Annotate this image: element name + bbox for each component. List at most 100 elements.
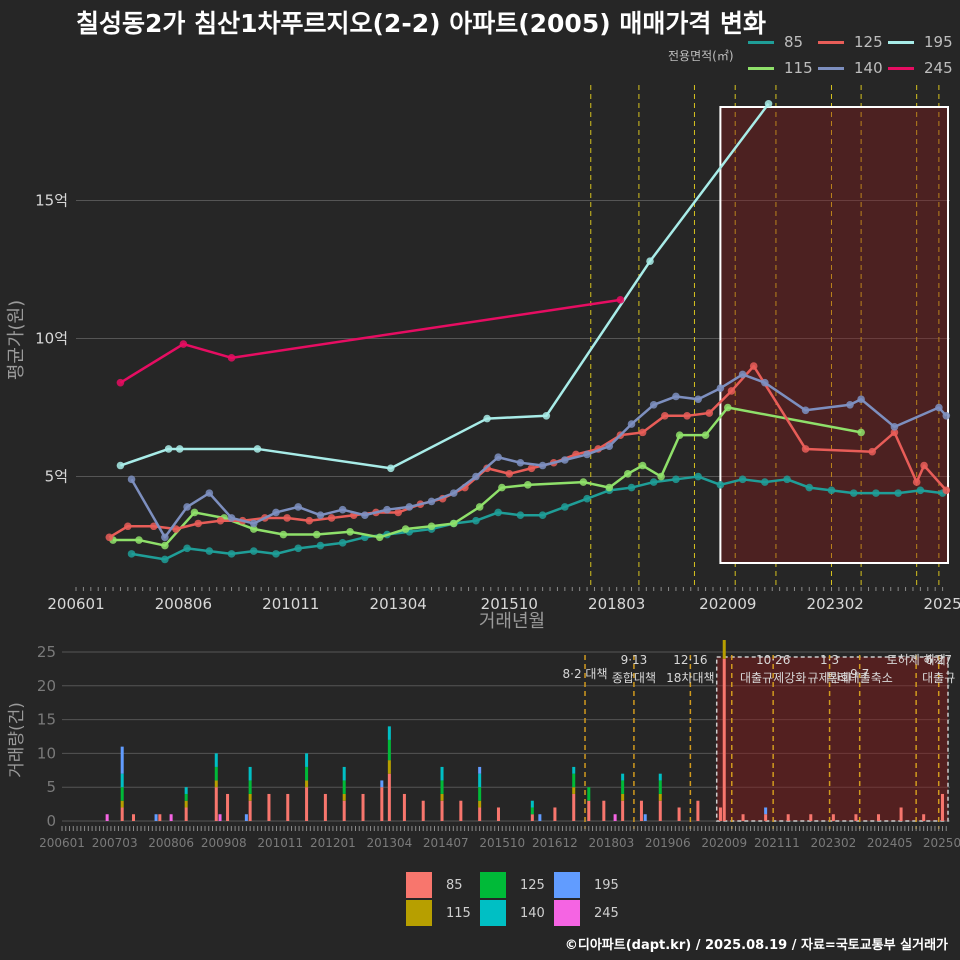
bar-segment-115 bbox=[387, 760, 391, 774]
bar-segment-85 bbox=[267, 793, 271, 821]
data-point bbox=[338, 505, 347, 514]
data-point bbox=[327, 514, 336, 522]
x-tick-label: 200601 bbox=[47, 595, 104, 613]
bar-segment-125 bbox=[120, 787, 124, 801]
bar-legend-label: 195 bbox=[594, 877, 619, 893]
data-point bbox=[472, 516, 480, 525]
data-point bbox=[516, 511, 525, 520]
data-point bbox=[161, 541, 169, 550]
bar-segment-195 bbox=[154, 814, 158, 821]
data-point bbox=[872, 489, 880, 497]
data-point bbox=[227, 550, 236, 558]
chart-title: 칠성동2가 침산1차푸르지오(2-2) 아파트(2005) 매매가격 변화 bbox=[76, 9, 767, 38]
data-point bbox=[890, 423, 899, 431]
bar-segment-140 bbox=[478, 773, 482, 788]
data-point bbox=[216, 516, 225, 525]
bar-highlight-box bbox=[715, 656, 949, 822]
data-point bbox=[627, 420, 636, 428]
bar-segment-85 bbox=[741, 814, 745, 821]
bar-segment-115 bbox=[214, 780, 218, 788]
legend-item-125: 125 bbox=[818, 32, 883, 52]
bar-segment-195 bbox=[244, 814, 248, 821]
bar-x-tick-label: 201803 bbox=[588, 836, 634, 850]
data-point bbox=[161, 533, 169, 542]
data-point bbox=[375, 533, 384, 542]
legend-label: 140 bbox=[854, 59, 883, 77]
policy-annotation: 9·13 bbox=[621, 653, 648, 667]
policy-annotation: 10·26 bbox=[756, 653, 790, 667]
bar-segment-140 bbox=[342, 766, 346, 781]
bar-legend-item-245: 245 bbox=[554, 900, 619, 926]
bar-x-tick-label: 201612 bbox=[532, 836, 578, 850]
bar-segment-85 bbox=[677, 807, 681, 821]
policy-annotation: 종합대책 bbox=[612, 670, 656, 685]
data-point bbox=[227, 514, 236, 522]
data-point bbox=[127, 550, 136, 558]
data-point bbox=[227, 354, 236, 362]
bar-legend-item-140: 140 bbox=[480, 900, 545, 926]
data-point bbox=[427, 522, 436, 531]
bar-segment-245 bbox=[105, 814, 109, 821]
data-point bbox=[649, 400, 658, 409]
bar-y-tick-label: 15 bbox=[37, 711, 56, 729]
bar-y-tick-label: 5 bbox=[46, 778, 56, 796]
data-point bbox=[183, 503, 191, 511]
data-point bbox=[583, 494, 591, 503]
policy-annotation: 12·16 bbox=[673, 653, 707, 667]
policy-annotation: 규제완화 bbox=[808, 671, 852, 685]
bar-segment-115 bbox=[248, 793, 252, 801]
bar-x-tick-label: 200601 bbox=[39, 836, 85, 850]
bar-segment-140 bbox=[440, 766, 444, 781]
bar-x-tick-label: 201906 bbox=[645, 836, 691, 850]
series-line-245 bbox=[119, 298, 621, 384]
volume-chart: 0 5 10 15 20 25 8·2 대책 9·13 종합대책 12·16 18차대책 10·26… bbox=[7, 640, 960, 850]
data-point bbox=[505, 469, 514, 478]
data-point bbox=[294, 503, 303, 511]
policy-annotation: 대출규제강화 bbox=[740, 671, 806, 685]
data-point bbox=[638, 461, 647, 470]
bar-segment-245 bbox=[169, 814, 173, 821]
bar-segment-115 bbox=[722, 640, 726, 659]
bar-segment-115 bbox=[478, 800, 482, 808]
bar-segment-195 bbox=[120, 746, 124, 774]
data-point bbox=[912, 478, 921, 486]
bar-segment-125 bbox=[305, 766, 309, 781]
series-line-195 bbox=[120, 103, 770, 470]
data-point bbox=[127, 475, 136, 484]
bar-segment-125 bbox=[478, 787, 482, 801]
data-point bbox=[361, 511, 369, 520]
data-point bbox=[672, 392, 680, 401]
bar-y-tick-label: 20 bbox=[37, 677, 56, 695]
policy-annotation: 9·7 bbox=[850, 667, 869, 681]
data-point bbox=[627, 483, 636, 492]
data-point bbox=[827, 486, 836, 495]
data-point bbox=[694, 395, 702, 404]
x-tick-label: 201803 bbox=[588, 595, 645, 613]
bar-legend-label: 115 bbox=[446, 905, 471, 921]
x-tick-label: 201510 bbox=[481, 595, 538, 613]
bar-segment-125 bbox=[214, 766, 218, 781]
bar-legend-swatch bbox=[554, 872, 580, 898]
bar-segment-85 bbox=[854, 814, 858, 821]
legend-swatch bbox=[818, 66, 844, 70]
policy-annotation: 특례대출축소 bbox=[827, 671, 893, 685]
data-point bbox=[116, 378, 125, 387]
bar-segment-85 bbox=[587, 800, 591, 821]
bar-segment-85 bbox=[305, 787, 309, 821]
data-point bbox=[449, 519, 458, 528]
x-tick-label: 201304 bbox=[370, 595, 427, 613]
x-tick-label: 2025 bbox=[923, 595, 960, 613]
highlight-box bbox=[719, 106, 949, 564]
x-tick-label: 202302 bbox=[807, 595, 864, 613]
data-point bbox=[427, 497, 436, 506]
data-point bbox=[383, 505, 391, 514]
bar-segment-85 bbox=[380, 787, 384, 821]
data-point bbox=[538, 461, 547, 470]
data-point bbox=[527, 464, 536, 473]
bar-segment-85 bbox=[572, 793, 576, 821]
bar-segment-85 bbox=[922, 814, 926, 821]
bar-segment-140 bbox=[572, 766, 576, 774]
bar-segment-85 bbox=[786, 814, 790, 821]
policy-annotation: 18차대책 bbox=[666, 670, 714, 685]
bar-segment-115 bbox=[440, 793, 444, 801]
